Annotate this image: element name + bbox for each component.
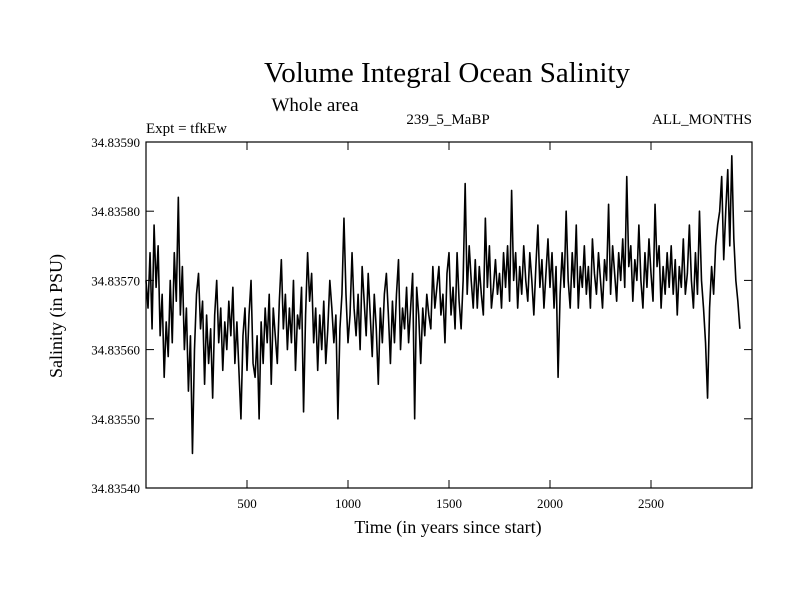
y-tick-label: 34.83540: [91, 481, 140, 496]
y-axis-title: Salinity (in PSU): [46, 254, 67, 378]
chart-title: Volume Integral Ocean Salinity: [264, 57, 630, 89]
period-label: 239_5_MaBP: [406, 112, 489, 128]
x-tick-label: 1000: [335, 496, 361, 511]
y-tick-label: 34.83590: [91, 135, 140, 150]
y-tick-label: 34.83560: [91, 343, 140, 358]
y-axis-ticks: 34.83540 34.83550 34.83560 34.83570 34.83580…: [91, 135, 752, 496]
plot-frame: [145, 141, 753, 489]
salinity-series-line: [145, 155, 741, 455]
months-label: ALL_MONTHS: [652, 112, 752, 128]
experiment-label: Expt = tfkEw: [146, 121, 227, 137]
x-tick-label: 2000: [537, 496, 563, 511]
x-tick-label: 2500: [638, 496, 664, 511]
x-tick-label: 500: [237, 496, 257, 511]
x-axis-ticks: 500 1000 1500 2000 2500: [237, 142, 664, 511]
x-axis-title: Time (in years since start): [354, 517, 541, 538]
chart-subtitle: Whole area: [271, 95, 359, 116]
series-layer: [145, 155, 741, 455]
y-tick-label: 34.83550: [91, 412, 140, 427]
y-tick-label: 34.83580: [91, 204, 140, 219]
y-tick-label: 34.83570: [91, 273, 140, 288]
x-tick-label: 1500: [436, 496, 462, 511]
